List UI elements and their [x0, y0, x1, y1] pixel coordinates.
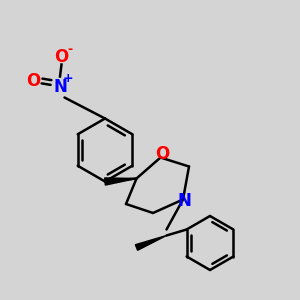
- Polygon shape: [135, 236, 167, 250]
- Text: O: O: [54, 48, 69, 66]
- Text: N: N: [53, 78, 67, 96]
- Text: O: O: [155, 145, 169, 163]
- Polygon shape: [105, 178, 136, 185]
- Text: N: N: [178, 192, 191, 210]
- Text: +: +: [63, 72, 74, 85]
- Text: O: O: [26, 72, 40, 90]
- Text: -: -: [67, 43, 73, 56]
